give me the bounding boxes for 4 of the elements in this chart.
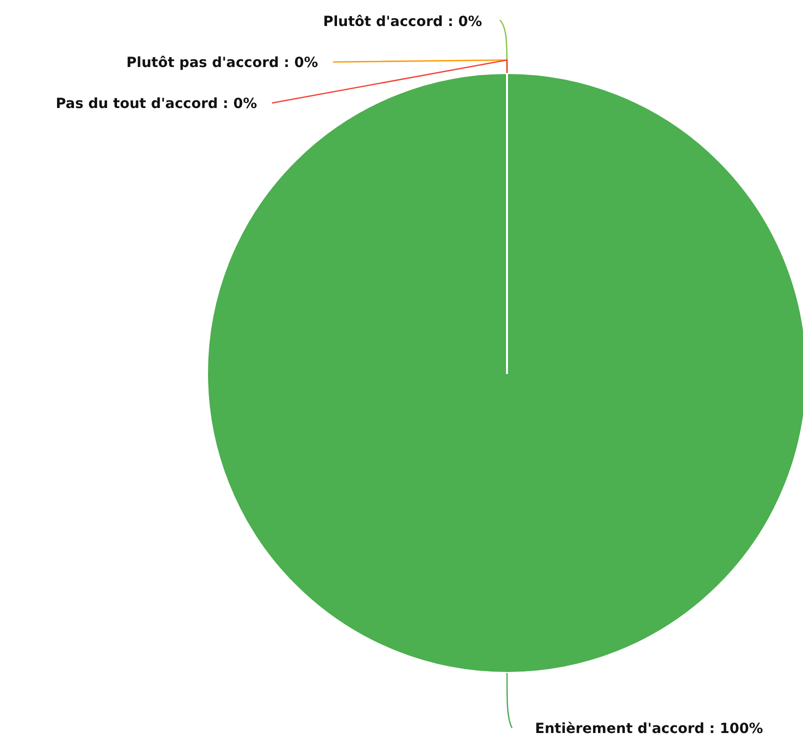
category-label: Pas du tout d'accord : 0% xyxy=(56,96,257,112)
category-label: Plutôt pas d'accord : 0% xyxy=(126,55,318,71)
slice-label: Entièrement d'accord : 100% xyxy=(535,721,764,737)
category-label: Plutôt d'accord : 0% xyxy=(323,14,482,30)
